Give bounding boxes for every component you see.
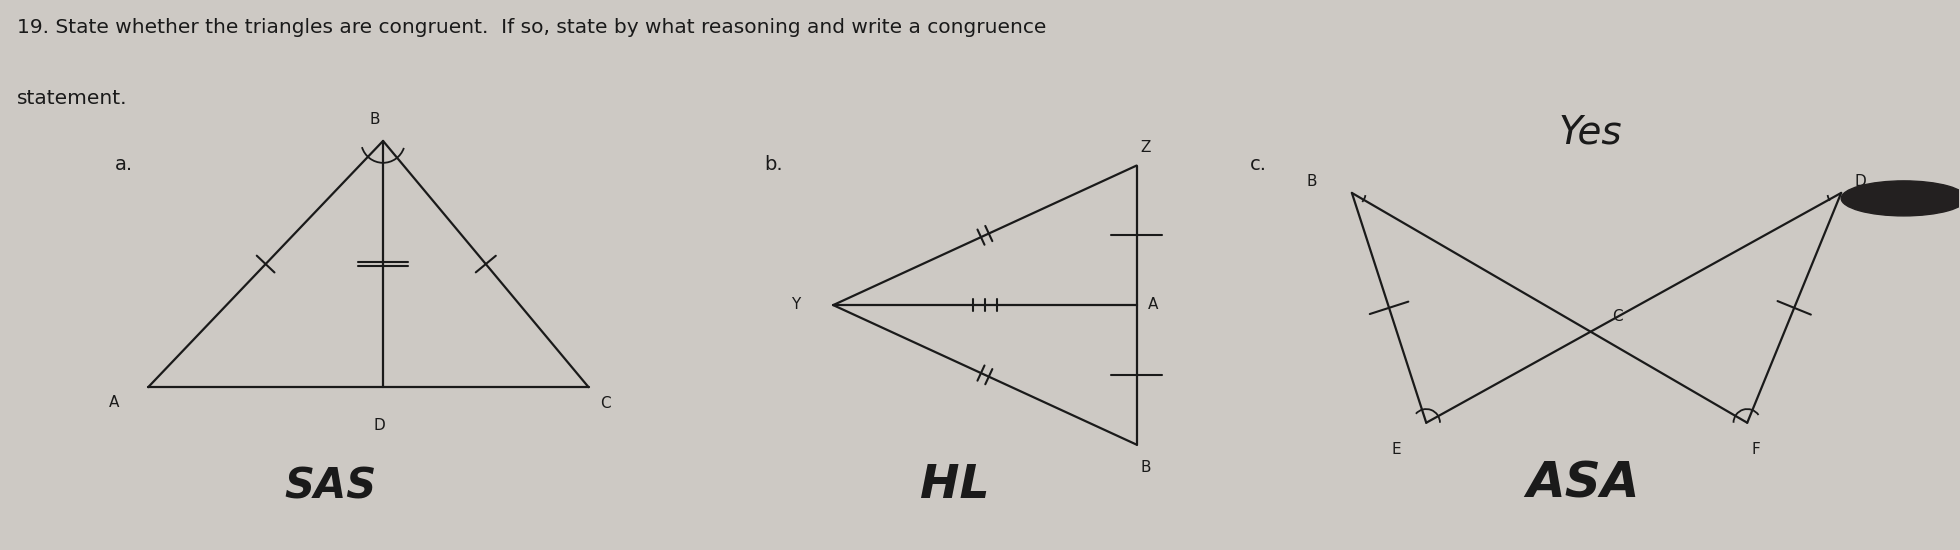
Text: D: D xyxy=(1854,174,1866,189)
Text: b.: b. xyxy=(764,155,784,174)
Text: a.: a. xyxy=(116,155,133,174)
Text: 19. State whether the triangles are congruent.  If so, state by what reasoning a: 19. State whether the triangles are cong… xyxy=(18,18,1047,37)
Text: C: C xyxy=(1613,309,1623,324)
Text: F: F xyxy=(1750,442,1760,457)
Text: B: B xyxy=(1141,460,1151,475)
Text: B: B xyxy=(1305,174,1317,189)
Text: A: A xyxy=(1149,296,1158,311)
Text: HL: HL xyxy=(919,463,990,508)
Text: Y: Y xyxy=(790,296,800,311)
Text: A: A xyxy=(108,395,120,410)
Text: B: B xyxy=(370,112,380,127)
Text: Z: Z xyxy=(1141,140,1151,155)
Text: c.: c. xyxy=(1250,155,1266,174)
Text: D: D xyxy=(372,419,384,433)
Text: Yes: Yes xyxy=(1558,114,1623,152)
Text: E: E xyxy=(1392,442,1401,457)
Text: ASA: ASA xyxy=(1527,460,1641,508)
Text: SAS: SAS xyxy=(284,465,376,508)
Text: C: C xyxy=(600,397,612,411)
Text: statement.: statement. xyxy=(18,89,127,108)
Circle shape xyxy=(1840,181,1960,216)
